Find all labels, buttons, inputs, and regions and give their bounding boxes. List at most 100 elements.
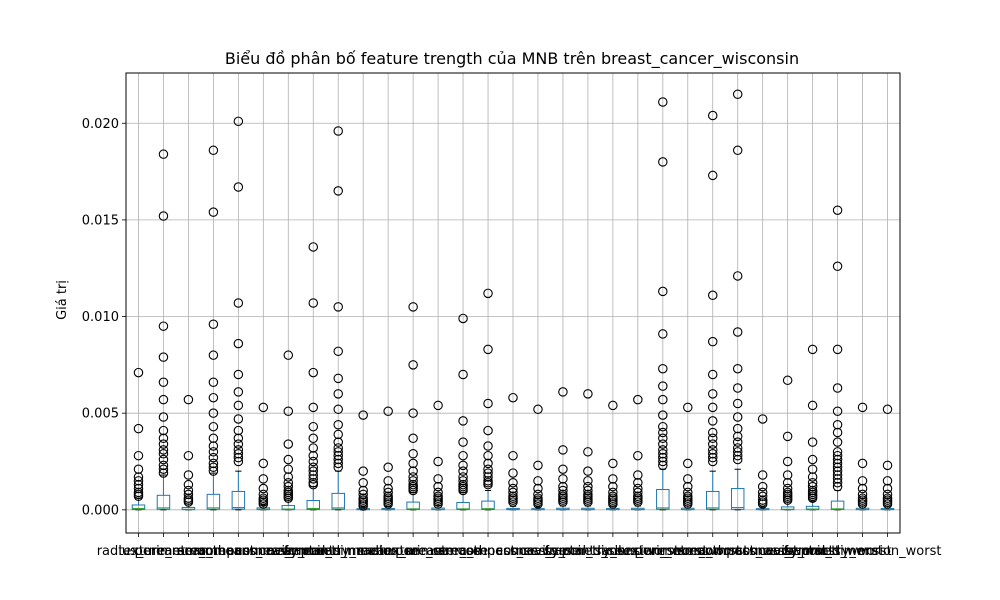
outlier-point — [208, 392, 219, 403]
x-tick-label: area_mean — [177, 544, 249, 559]
outlier-point — [658, 363, 668, 374]
outlier-point — [208, 319, 219, 330]
outlier-point — [483, 344, 493, 355]
outlier-point — [408, 466, 418, 476]
outlier-point — [433, 400, 443, 411]
x-tick-label: texture_se — [379, 544, 447, 559]
outlier-point — [583, 447, 593, 457]
outlier-point — [483, 464, 493, 474]
outlier-point — [308, 474, 319, 484]
x-tick-label: symmetry_se — [544, 544, 631, 559]
outlier-point — [732, 89, 743, 100]
outlier-point — [283, 477, 294, 488]
outlier-point — [633, 450, 643, 461]
outlier-point — [408, 302, 418, 312]
outlier-point — [782, 470, 793, 480]
outlier-point — [333, 346, 343, 357]
outlier-point — [158, 464, 169, 474]
outlier-point — [233, 425, 244, 436]
outlier-point — [857, 458, 868, 469]
outlier-point — [133, 450, 144, 461]
outlier-point — [658, 394, 668, 405]
y-tick-label: 0.005 — [82, 407, 119, 422]
outlier-point — [158, 412, 169, 422]
outlier-point — [433, 456, 443, 467]
y-tick-label: 0.010 — [82, 310, 119, 325]
outlier-point — [308, 456, 319, 467]
outlier-point — [483, 288, 493, 299]
y-tick-label: 0.020 — [82, 117, 119, 132]
outlier-point — [757, 481, 768, 492]
outlier-point — [608, 481, 618, 492]
outlier-point — [458, 313, 468, 324]
outlier-point — [832, 261, 843, 272]
outlier-point — [458, 485, 468, 496]
x-tick-label: fractal_dimension_mean — [284, 544, 443, 559]
outlier-point — [882, 483, 893, 494]
outlier-point — [408, 458, 418, 469]
outlier-point — [558, 497, 568, 507]
outlier-point — [133, 367, 144, 378]
outlier-point — [832, 437, 843, 447]
outlier-point — [333, 302, 343, 312]
outlier-point — [782, 477, 793, 488]
outlier-point — [308, 298, 319, 308]
outlier-point — [283, 493, 294, 503]
outlier-point — [358, 466, 368, 476]
outlier-point — [732, 454, 743, 465]
x-tick-label: texture_mean — [118, 544, 208, 559]
outlier-point — [283, 439, 294, 449]
outlier-point — [533, 483, 543, 494]
outlier-point — [608, 499, 618, 509]
outlier-point — [782, 495, 793, 505]
outlier-point — [383, 462, 393, 473]
outlier-point — [658, 410, 668, 420]
outlier-point — [358, 410, 368, 420]
outlier-point — [158, 460, 169, 471]
outlier-point — [133, 464, 144, 474]
outlier-point — [208, 466, 219, 476]
outlier-point — [208, 207, 219, 217]
outlier-point — [608, 487, 618, 498]
outlier-point — [807, 464, 818, 474]
outlier-point — [208, 145, 219, 156]
outlier-point — [383, 406, 393, 416]
outlier-point — [133, 491, 144, 502]
outlier-point — [133, 476, 144, 486]
outlier-point — [183, 394, 194, 405]
outlier-point — [732, 271, 743, 281]
outlier-point — [757, 491, 768, 502]
box-body — [206, 493, 221, 510]
x-tick-label: smoothness_se — [438, 544, 538, 559]
outlier-point — [383, 476, 393, 486]
outlier-point — [233, 116, 244, 127]
outlier-point — [707, 369, 718, 380]
outlier-point — [757, 499, 768, 509]
outlier-point — [208, 452, 219, 463]
outlier-point — [658, 460, 668, 471]
outlier-point — [658, 427, 668, 438]
outlier-point — [233, 298, 244, 308]
outlier-point — [333, 186, 343, 196]
outlier-point — [133, 479, 144, 490]
outlier-point — [183, 497, 194, 507]
outlier-point — [558, 485, 568, 496]
outlier-point — [807, 493, 818, 503]
outlier-point — [707, 449, 718, 459]
outlier-point — [283, 464, 294, 474]
outlier-point — [782, 375, 793, 386]
box-body — [481, 500, 495, 510]
outlier-point — [483, 468, 493, 478]
x-tick-label: texture_worst — [618, 544, 707, 559]
outlier-point — [233, 433, 244, 444]
x-tick-label: concave points_se — [503, 544, 622, 559]
outlier-point — [832, 466, 843, 476]
outlier-point — [458, 472, 468, 482]
plot-area: 0.0000.0050.0100.0150.020radius_meantext… — [82, 72, 941, 559]
outlier-point — [408, 360, 418, 370]
outlier-point — [807, 481, 818, 492]
outlier-point — [308, 367, 319, 378]
outlier-point — [258, 499, 269, 509]
box-body — [231, 490, 246, 510]
outlier-point — [533, 404, 543, 415]
